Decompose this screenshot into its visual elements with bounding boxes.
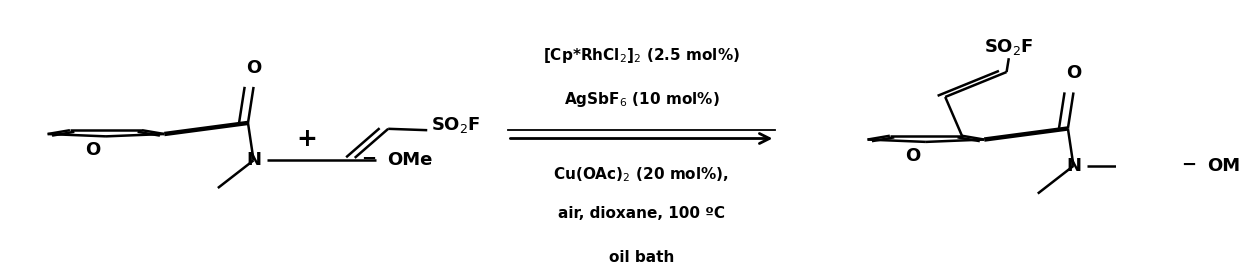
Text: O: O (905, 147, 920, 165)
Text: air, dioxane, 100 ºC: air, dioxane, 100 ºC (558, 206, 725, 221)
Text: N: N (1066, 157, 1081, 175)
Text: oil bath: oil bath (609, 250, 675, 265)
Text: AgSbF$_6$ (10 mol%): AgSbF$_6$ (10 mol%) (563, 90, 719, 109)
Text: SO$_2$F: SO$_2$F (430, 115, 480, 135)
Text: SO$_2$F: SO$_2$F (985, 37, 1034, 57)
Text: [Cp*RhCl$_2$]$_2$ (2.5 mol%): [Cp*RhCl$_2$]$_2$ (2.5 mol%) (543, 46, 740, 65)
Text: O: O (1066, 64, 1081, 82)
Text: −: − (361, 150, 376, 168)
Text: OMe: OMe (387, 151, 433, 169)
Text: +: + (296, 127, 317, 150)
Text: Cu(OAc)$_2$ (20 mol%),: Cu(OAc)$_2$ (20 mol%), (553, 165, 729, 184)
Text: N: N (246, 151, 262, 169)
Text: OMe: OMe (1208, 157, 1240, 175)
Text: O: O (246, 58, 262, 76)
Text: O: O (86, 141, 100, 159)
Text: −: − (1180, 155, 1197, 173)
